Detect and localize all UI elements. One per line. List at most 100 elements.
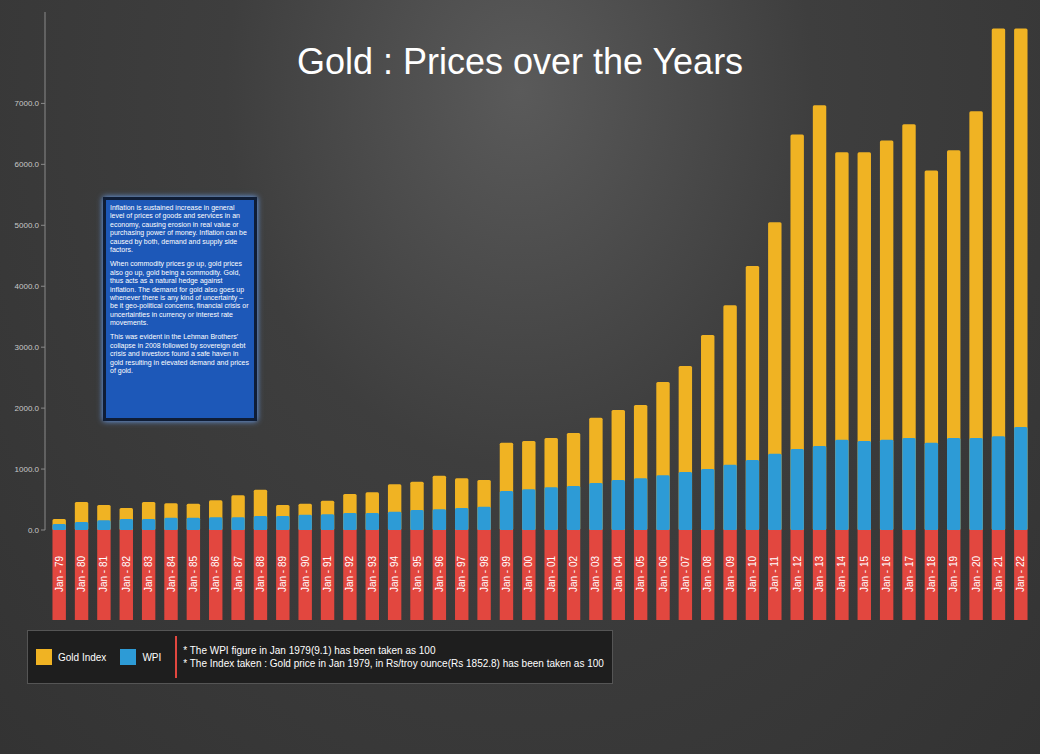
category-label: Jan - 10 (747, 555, 758, 592)
note: * The Index taken : Gold price in Jan 19… (183, 658, 604, 669)
bar (433, 509, 446, 530)
info-text: Inflation is sustained increase in gener… (110, 204, 250, 254)
category-label: Jan - 95 (412, 555, 423, 592)
bar (477, 480, 490, 530)
bar (298, 515, 311, 530)
category-label: Jan - 85 (188, 555, 199, 592)
bar (75, 502, 88, 530)
bar (544, 438, 557, 530)
category-base (768, 529, 781, 620)
bar (746, 460, 759, 530)
category-base (187, 529, 200, 620)
category-base (254, 529, 267, 620)
category-base (276, 529, 289, 620)
category-base (634, 529, 647, 620)
bar (97, 520, 110, 530)
bar (321, 501, 334, 530)
category-label: Jan - 08 (702, 555, 713, 592)
category-base (858, 529, 871, 620)
bar (209, 500, 222, 530)
legend-label: Gold Index (58, 652, 106, 663)
category-base (366, 529, 379, 620)
bar (634, 478, 647, 530)
bar (366, 513, 379, 530)
category-base (75, 529, 88, 620)
category-label: Jan - 93 (367, 555, 378, 592)
category-label: Jan - 83 (143, 555, 154, 592)
bar (97, 505, 110, 530)
bar (388, 484, 401, 530)
y-tick-label: 0.0 (28, 526, 40, 535)
bar (52, 519, 65, 530)
category-label: Jan - 20 (971, 555, 982, 592)
bar (656, 475, 669, 530)
bar (231, 495, 244, 530)
category-label: Jan - 07 (680, 555, 691, 592)
bar (835, 440, 848, 530)
bar (164, 503, 177, 530)
category-label: Jan - 19 (948, 555, 959, 592)
category-base (701, 529, 714, 620)
y-tick (41, 408, 45, 409)
category-base (164, 529, 177, 620)
category-base (992, 529, 1005, 620)
category-base (52, 529, 65, 620)
category-base (902, 529, 915, 620)
category-base (790, 529, 803, 620)
y-tick (41, 286, 45, 287)
y-tick-label: 6000.0 (15, 160, 40, 169)
bar (612, 410, 625, 530)
info-panel: Inflation is sustained increase in gener… (103, 197, 257, 421)
bar (902, 124, 915, 530)
bar (120, 508, 133, 530)
bars (52, 28, 1027, 530)
category-base (567, 529, 580, 620)
bar (321, 514, 334, 530)
bar (947, 150, 960, 530)
category-label: Jan - 81 (98, 555, 109, 592)
bar (1014, 427, 1027, 530)
category-base (589, 529, 602, 620)
category-label: Jan - 13 (814, 555, 825, 592)
y-tick-label: 4000.0 (15, 282, 40, 291)
category-label: Jan - 84 (166, 555, 177, 592)
bar (477, 507, 490, 530)
note: * The WPI figure in Jan 1979(9.1) has be… (183, 645, 604, 656)
y-tick (41, 103, 45, 104)
bar (835, 152, 848, 530)
category-base (813, 529, 826, 620)
category-bases: Jan - 79Jan - 80Jan - 81Jan - 82Jan - 83… (52, 529, 1027, 620)
bar (455, 508, 468, 530)
bar (298, 504, 311, 530)
bar (276, 516, 289, 530)
bar (947, 438, 960, 530)
bar (925, 170, 938, 530)
bar (410, 482, 423, 530)
y-tick-label: 2000.0 (15, 404, 40, 413)
category-label: Jan - 89 (277, 555, 288, 592)
category-base (455, 529, 468, 620)
info-text: When commodity prices go up, gold prices… (110, 260, 250, 327)
category-label: Jan - 02 (568, 555, 579, 592)
category-label: Jan - 96 (434, 555, 445, 592)
bar (880, 440, 893, 530)
category-label: Jan - 82 (121, 555, 132, 592)
bar (522, 441, 535, 530)
category-base (612, 529, 625, 620)
y-tick-label: 1000.0 (15, 465, 40, 474)
category-base (522, 529, 535, 620)
category-label: Jan - 90 (300, 555, 311, 592)
bar (679, 472, 692, 530)
category-label: Jan - 18 (926, 555, 937, 592)
bar (768, 454, 781, 530)
y-tick (41, 530, 45, 531)
legend-separator (175, 636, 177, 678)
category-label: Jan - 91 (322, 555, 333, 592)
bar (992, 436, 1005, 530)
category-base (679, 529, 692, 620)
bar (992, 28, 1005, 530)
bar (701, 335, 714, 530)
bar (410, 510, 423, 530)
bar (813, 105, 826, 530)
category-base (746, 529, 759, 620)
